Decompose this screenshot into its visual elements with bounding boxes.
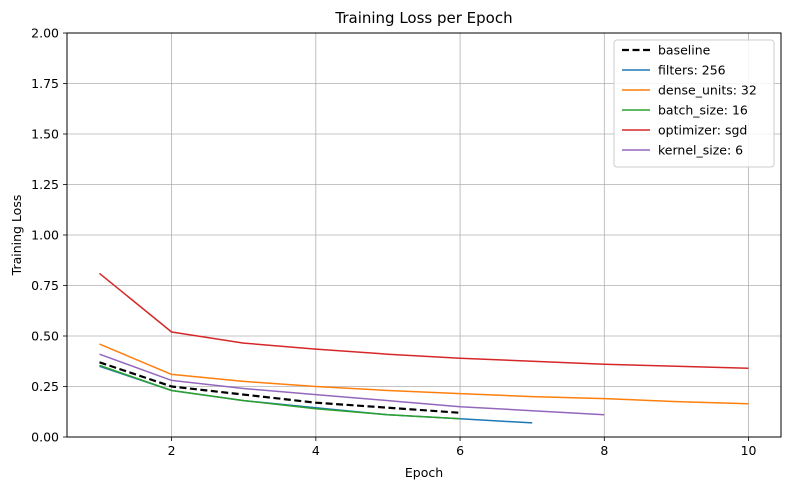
legend-label-4: batch_size: 16	[658, 103, 748, 118]
y-tick-label: 0.25	[31, 379, 59, 394]
y-axis-label: Training Loss	[9, 195, 24, 277]
legend-box	[613, 39, 775, 168]
y-tick-label: 0.75	[31, 278, 59, 293]
series-line-1	[99, 361, 461, 414]
legend-label-6: kernel_size: 6	[658, 143, 743, 158]
y-tick-label: 1.75	[31, 76, 59, 91]
series-line-6	[99, 353, 605, 416]
y-tick-label: 1.00	[31, 228, 59, 243]
x-tick-label: 8	[600, 443, 608, 458]
y-tick-label: 2.00	[31, 26, 59, 41]
series-lines	[99, 272, 749, 424]
x-tick-label: 4	[312, 443, 320, 458]
series-line-3	[99, 343, 749, 405]
y-tick-label: 0.50	[31, 329, 59, 344]
x-tick-label: 2	[168, 443, 176, 458]
y-tick-label: 0.00	[31, 430, 59, 445]
chart-title: Training Loss per Epoch	[334, 9, 512, 27]
y-tick-label: 1.50	[31, 127, 59, 142]
y-tick-label: 1.25	[31, 177, 59, 192]
series-line-5	[99, 272, 749, 370]
legend-label-3: dense_units: 32	[658, 83, 757, 98]
legend-label-5: optimizer: sgd	[658, 123, 747, 138]
axis-ticks: 2 4 6 8 10 0.00 0.25 0.50 0.75 1.00 1.25 1.50 1.75 2.…	[31, 26, 756, 459]
x-tick-label: 6	[456, 443, 464, 458]
legend-label-1: baseline	[658, 43, 711, 58]
series-line-4	[99, 364, 461, 420]
x-tick-label: 10	[741, 443, 757, 458]
legend: baseline filters: 256 dense_units: 32 batch…	[613, 39, 775, 168]
legend-label-2: filters: 256	[658, 63, 726, 78]
x-axis-label: Epoch	[405, 465, 443, 480]
